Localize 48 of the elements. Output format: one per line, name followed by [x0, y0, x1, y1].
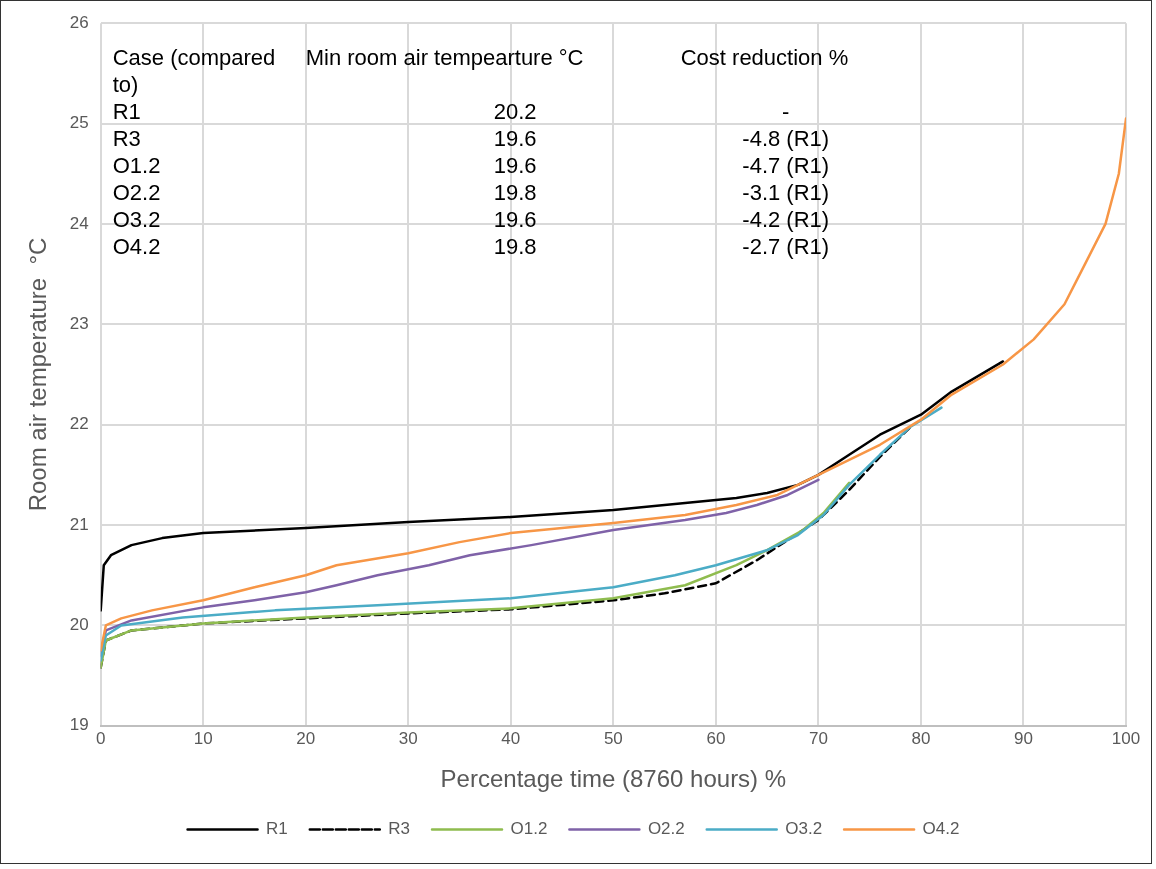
annotation: -4.2 (R1): [742, 207, 830, 233]
legend-label: O1.2: [510, 819, 548, 839]
annotation: -4.8 (R1): [742, 126, 830, 152]
legend-label: O3.2: [785, 819, 823, 839]
annotation: Cost reduction %: [680, 45, 849, 71]
x-tick-label: 20: [296, 728, 316, 748]
y-axis-title: Room air temperature °C: [24, 237, 52, 512]
y-tick-label: 22: [69, 414, 89, 434]
y-tick-label: 24: [69, 213, 89, 233]
x-tick-label: 30: [398, 728, 418, 748]
annotation: 20.2: [493, 99, 537, 125]
legend-label: R1: [266, 819, 288, 839]
annotation: R3: [112, 126, 141, 152]
annotation: -2.7 (R1): [742, 234, 830, 260]
annotation: O1.2: [112, 153, 161, 179]
annotation: 19.6: [493, 126, 537, 152]
annotation: -: [782, 99, 790, 125]
annotation: 19.8: [493, 180, 537, 206]
legend-label: O2.2: [647, 819, 685, 839]
annotation: O4.2: [112, 234, 161, 260]
x-tick-label: 100: [1111, 728, 1141, 748]
annotation: -3.1 (R1): [742, 180, 830, 206]
y-tick-label: 21: [69, 514, 89, 534]
annotation: Case (compared to): [112, 45, 276, 98]
legend-label: R3: [388, 819, 411, 839]
legend-label: O4.2: [922, 819, 960, 839]
annotation: 19.8: [493, 234, 537, 260]
y-tick-label: 23: [69, 314, 89, 333]
annotation: 19.6: [493, 207, 537, 233]
x-tick-label: 90: [1014, 728, 1033, 748]
y-tick-label: 26: [69, 12, 89, 32]
x-axis-title: Percentage time (8760 hours) %: [440, 765, 787, 793]
x-tick-label: 50: [603, 728, 623, 748]
annotation: R1: [112, 99, 141, 125]
annotation: Min room air tempearture °C: [305, 45, 584, 71]
annotation: 19.6: [493, 153, 537, 179]
x-tick-label: 10: [193, 728, 213, 748]
annotation: O3.2: [112, 207, 161, 233]
x-tick-label: 80: [911, 728, 931, 748]
y-tick-label: 19: [69, 715, 89, 735]
x-tick-label: 40: [501, 728, 521, 748]
annotation: -4.7 (R1): [742, 153, 830, 179]
x-tick-label: 0: [95, 728, 106, 748]
y-tick-label: 25: [69, 113, 89, 133]
x-tick-label: 70: [808, 728, 828, 748]
x-tick-label: 60: [706, 728, 726, 748]
annotation: O2.2: [112, 180, 161, 206]
y-tick-label: 20: [69, 615, 89, 635]
